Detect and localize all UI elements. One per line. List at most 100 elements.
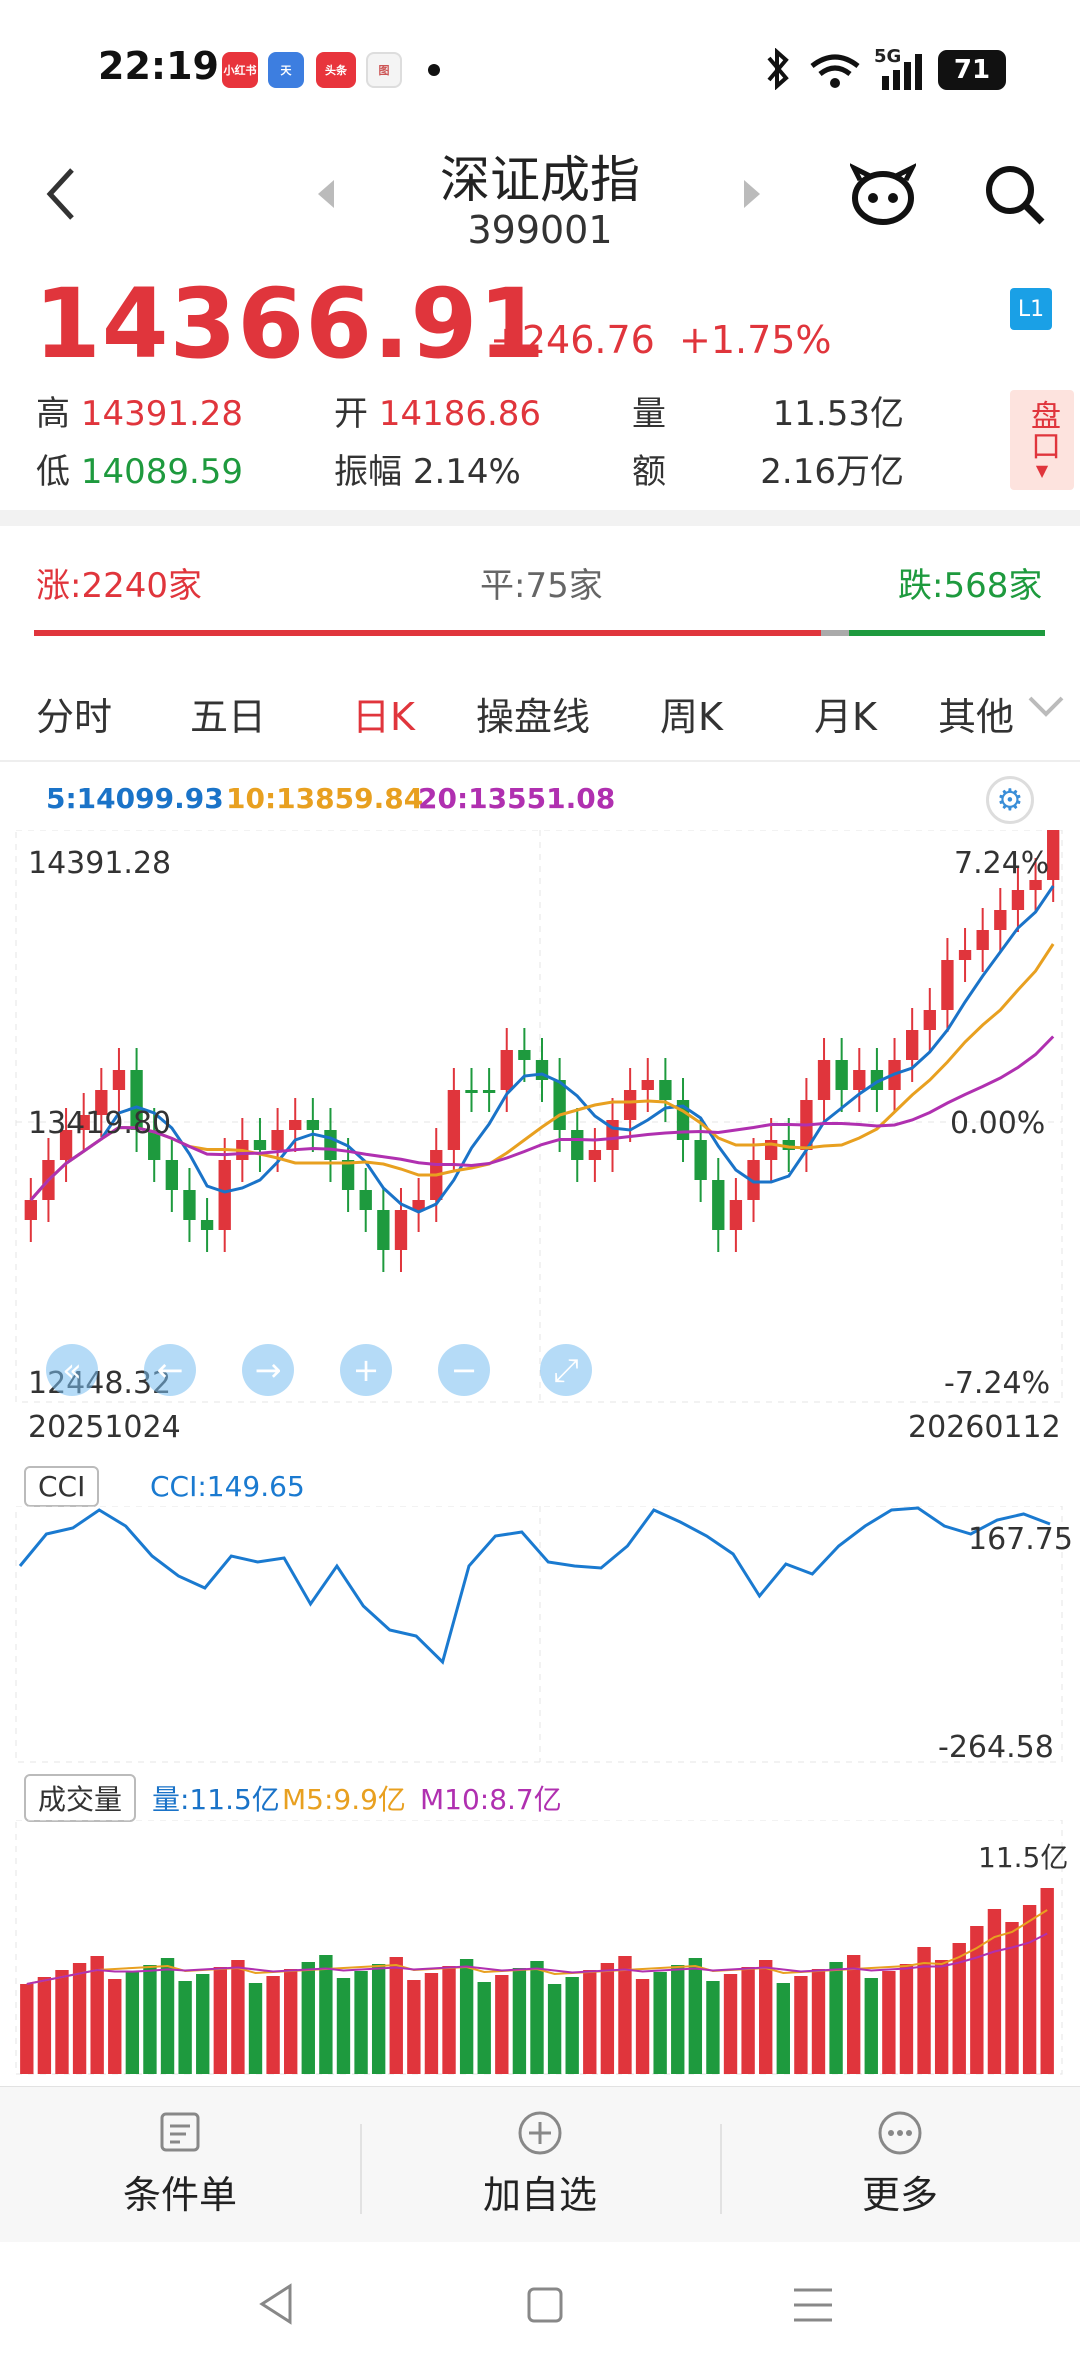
volume-m10-line xyxy=(26,1932,1048,1985)
notification-dot-icon xyxy=(428,64,440,76)
volume-bar xyxy=(547,1984,562,2074)
settings-gear-icon[interactable]: ⚙ xyxy=(986,776,1034,824)
arrow-left-icon[interactable]: ← xyxy=(144,1344,196,1396)
volume-bar xyxy=(143,1965,157,2074)
volume-bar xyxy=(1005,1922,1019,2074)
candle-body xyxy=(853,1070,866,1090)
volume-bar xyxy=(741,1967,755,2074)
candle-body xyxy=(447,1090,461,1150)
ma5-legend: 5:14099.93 xyxy=(46,782,224,815)
pct-high: 7.24% xyxy=(954,846,1050,881)
chevron-down-icon[interactable] xyxy=(1026,694,1066,720)
candle-body xyxy=(1011,890,1025,910)
candle-body xyxy=(641,1080,654,1090)
volume-bar xyxy=(477,1982,491,2074)
volume-bar xyxy=(811,1969,826,2074)
volume-bar xyxy=(196,1974,210,2074)
volume-selector[interactable]: 成交量 xyxy=(24,1774,137,1822)
candle-body xyxy=(817,1060,831,1100)
amplitude-value: 2.14% xyxy=(412,452,521,492)
tab-other[interactable]: 其他 xyxy=(938,695,1015,739)
volume-bar xyxy=(125,1972,140,2074)
volume-chart[interactable] xyxy=(0,1820,1080,2076)
volume-bar xyxy=(248,1983,263,2074)
add-watchlist-button[interactable]: 加自选 xyxy=(360,2110,720,2219)
tab-monthly-k[interactable]: 月K xyxy=(814,695,877,739)
zoom-in-icon[interactable]: + xyxy=(340,1344,392,1396)
candle-body xyxy=(306,1120,320,1130)
ma10-line xyxy=(29,943,1055,1201)
volume-bar xyxy=(442,1966,456,2074)
candle-body xyxy=(747,1160,760,1200)
volume-bar xyxy=(934,1960,949,2074)
fullscreen-icon[interactable]: ⤢ xyxy=(540,1344,592,1396)
tab-weekly-k[interactable]: 周K xyxy=(660,695,723,739)
candle-body xyxy=(588,1150,602,1160)
cci-chart[interactable] xyxy=(0,1506,1080,1764)
candle-body xyxy=(553,1080,566,1130)
ma20-legend: 20:13551.08 xyxy=(418,782,616,815)
volume-bar xyxy=(72,1963,87,2074)
network-type: 5G xyxy=(874,46,902,67)
toutiao-icon: 头条 xyxy=(316,52,356,88)
open-label: 开 xyxy=(334,394,368,434)
arrow-right-icon[interactable]: → xyxy=(242,1344,294,1396)
candle-body xyxy=(482,1090,496,1093)
nav-menu-icon[interactable] xyxy=(792,2286,834,2324)
volume-bar xyxy=(671,1965,685,2074)
index-name: 深证成指 xyxy=(440,151,640,209)
tab-five-day[interactable]: 五日 xyxy=(190,695,267,739)
rewind-icon[interactable]: « xyxy=(46,1344,98,1396)
tab-daily-k[interactable]: 日K xyxy=(352,695,415,739)
back-button[interactable] xyxy=(44,166,80,222)
price-change: +246.76 +1.75% xyxy=(490,318,832,362)
tab-trade-line[interactable]: 操盘线 xyxy=(476,695,591,739)
date-end: 20260112 xyxy=(908,1410,1061,1445)
index-code: 399001 xyxy=(467,208,613,252)
pankou-label: 盘口 xyxy=(1025,400,1060,460)
add-watchlist-label: 加自选 xyxy=(482,2173,597,2217)
candle-body xyxy=(412,1200,425,1210)
robot-icon[interactable] xyxy=(850,162,916,228)
candle-body xyxy=(359,1190,372,1210)
nav-back-icon[interactable] xyxy=(256,2282,296,2326)
pct-low: -7.24% xyxy=(944,1366,1051,1401)
candle-body xyxy=(465,1090,478,1093)
volume-bar xyxy=(160,1958,175,2074)
candle-body xyxy=(271,1130,284,1150)
volume-bar xyxy=(706,1981,720,2074)
vol-value: 11.53亿 xyxy=(772,394,904,434)
amount-label: 额 xyxy=(632,452,666,492)
kline-chart[interactable] xyxy=(0,830,1080,1410)
level-badge[interactable]: L1 xyxy=(1010,288,1052,330)
cci-selector[interactable]: CCI xyxy=(24,1466,100,1507)
prev-index-button[interactable] xyxy=(316,178,338,210)
volume-bar xyxy=(37,1977,52,2074)
volume-bar xyxy=(794,1976,808,2074)
open-stat: 开 14186.86 xyxy=(334,386,541,435)
tab-intraday[interactable]: 分时 xyxy=(36,695,113,739)
candle-body xyxy=(623,1090,637,1120)
volume-bar xyxy=(653,1972,667,2074)
candle-body xyxy=(958,950,972,960)
volume-bar xyxy=(108,1979,122,2074)
more-button[interactable]: 更多 xyxy=(720,2110,1080,2219)
conditional-order-button[interactable]: 条件单 xyxy=(0,2110,360,2219)
gallery-icon: 图 xyxy=(366,52,402,88)
next-index-button[interactable] xyxy=(740,178,762,210)
amplitude-stat: 振幅 2.14% xyxy=(334,444,521,493)
candle-body xyxy=(95,1090,108,1115)
candle-body xyxy=(941,960,954,1010)
search-icon[interactable] xyxy=(984,164,1046,226)
change-value: +246.76 xyxy=(490,318,655,362)
candle-body xyxy=(130,1070,143,1130)
vol-label: 量 xyxy=(632,394,666,434)
volume-bar xyxy=(829,1962,843,2074)
zoom-out-icon[interactable]: − xyxy=(438,1344,490,1396)
pankou-button[interactable]: 盘口 ▼ xyxy=(1010,390,1074,490)
candle-body xyxy=(112,1070,126,1090)
volume-bar xyxy=(1022,1905,1037,2074)
nav-home-icon[interactable] xyxy=(526,2286,564,2324)
candle-body xyxy=(200,1220,214,1230)
